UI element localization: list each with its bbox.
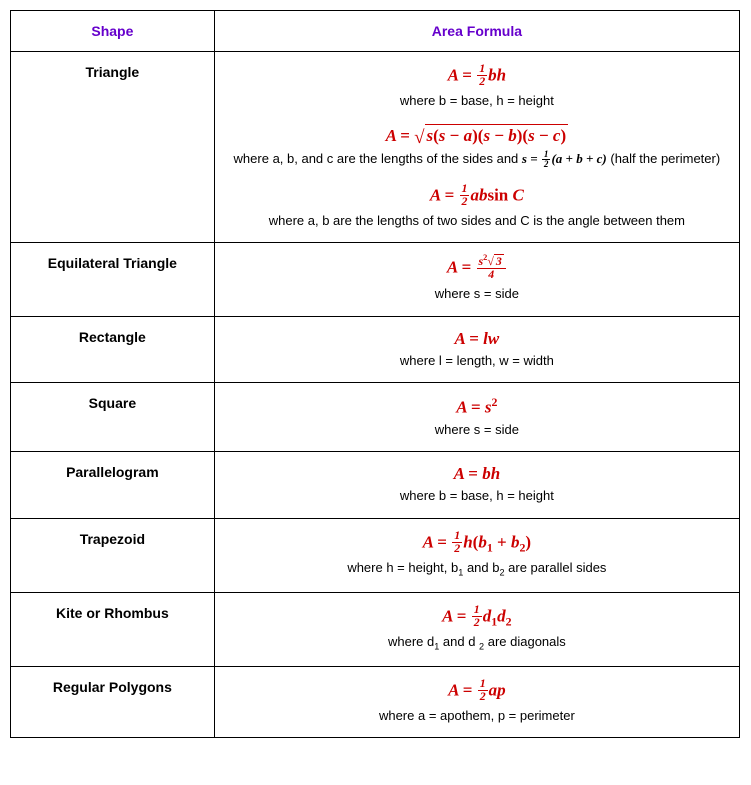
formula-desc: where b = base, h = height xyxy=(225,486,729,506)
formula-regular-polygon: A = 12ap xyxy=(225,679,729,704)
formula-parallelogram: A = bh xyxy=(225,464,729,484)
formula-cell: A = 12h(b1 + b2) where h = height, b1 an… xyxy=(214,518,739,592)
formula-cell: A = s2 where s = side xyxy=(214,383,739,452)
formula-square: A = s2 xyxy=(225,395,729,418)
formula-cell: A = s2√34 where s = side xyxy=(214,243,739,316)
table-row: Triangle A = 12bh where b = base, h = he… xyxy=(11,52,740,243)
table-row: Trapezoid A = 12h(b1 + b2) where h = hei… xyxy=(11,518,740,592)
formula-desc: where d1 and d 2 are diagonals xyxy=(225,632,729,654)
formula-triangle-heron: A = √s(s − a)(s − b)(s − c) xyxy=(225,124,729,147)
formula-triangle-sine: A = 12absin C xyxy=(225,184,729,209)
formula-cell: A = 12d1d2 where d1 and d 2 are diagonal… xyxy=(214,592,739,666)
table-row: Parallelogram A = bh where b = base, h =… xyxy=(11,452,740,519)
formula-desc: where s = side xyxy=(225,284,729,304)
shape-name: Square xyxy=(11,383,215,452)
shape-name: Regular Polygons xyxy=(11,666,215,737)
formula-rectangle: A = lw xyxy=(225,329,729,349)
formula-desc: where a, b are the lengths of two sides … xyxy=(225,211,729,231)
shape-name: Trapezoid xyxy=(11,518,215,592)
formula-cell: A = 12bh where b = base, h = height A = … xyxy=(214,52,739,243)
formula-cell: A = lw where l = length, w = width xyxy=(214,316,739,383)
shape-name: Parallelogram xyxy=(11,452,215,519)
table-row: Square A = s2 where s = side xyxy=(11,383,740,452)
table-row: Equilateral Triangle A = s2√34 where s =… xyxy=(11,243,740,316)
formula-trapezoid: A = 12h(b1 + b2) xyxy=(225,531,729,556)
formula-desc: where h = height, b1 and b2 are parallel… xyxy=(225,558,729,580)
shape-name: Kite or Rhombus xyxy=(11,592,215,666)
area-formula-table: Shape Area Formula Triangle A = 12bh whe… xyxy=(10,10,740,738)
formula-equilateral-triangle: A = s2√34 xyxy=(225,255,729,282)
header-shape: Shape xyxy=(11,11,215,52)
formula-cell: A = 12ap where a = apothem, p = perimete… xyxy=(214,666,739,737)
table-header-row: Shape Area Formula xyxy=(11,11,740,52)
formula-desc: where l = length, w = width xyxy=(225,351,729,371)
shape-name: Equilateral Triangle xyxy=(11,243,215,316)
shape-name: Rectangle xyxy=(11,316,215,383)
formula-kite-rhombus: A = 12d1d2 xyxy=(225,605,729,630)
header-formula: Area Formula xyxy=(214,11,739,52)
formula-triangle-base-height: A = 12bh xyxy=(225,64,729,89)
formula-desc: where b = base, h = height xyxy=(225,91,729,111)
formula-cell: A = bh where b = base, h = height xyxy=(214,452,739,519)
formula-desc: where a, b, and c are the lengths of the… xyxy=(225,149,729,170)
table-row: Rectangle A = lw where l = length, w = w… xyxy=(11,316,740,383)
formula-desc: where s = side xyxy=(225,420,729,440)
shape-name: Triangle xyxy=(11,52,215,243)
table-row: Kite or Rhombus A = 12d1d2 where d1 and … xyxy=(11,592,740,666)
table-row: Regular Polygons A = 12ap where a = apot… xyxy=(11,666,740,737)
formula-desc: where a = apothem, p = perimeter xyxy=(225,706,729,726)
